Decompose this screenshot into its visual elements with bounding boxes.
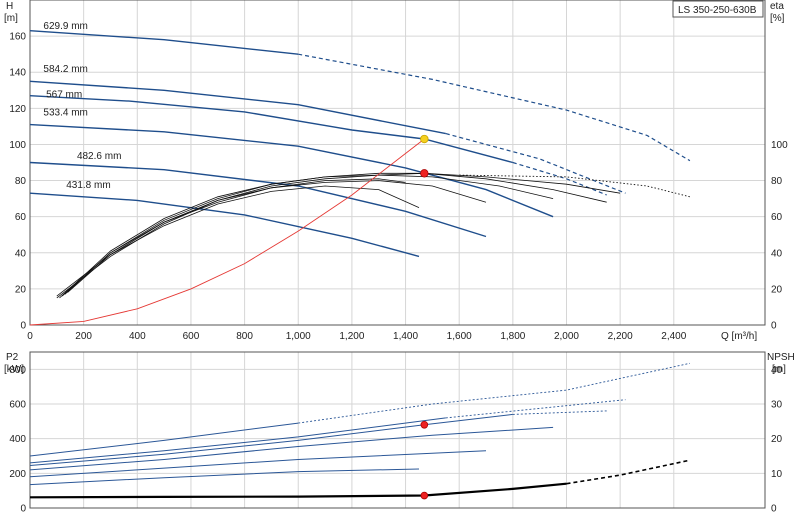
- npsh-tick-label: 20: [771, 434, 783, 445]
- x-axis-label: Q [m³/h]: [721, 331, 757, 342]
- power-axis-unit: [kW]: [4, 364, 24, 375]
- head-curve-extension: [298, 53, 691, 162]
- x-tick-label: 600: [183, 331, 200, 342]
- x-tick-label: 1,200: [339, 331, 364, 342]
- npsh-axis-label: NPSH: [767, 352, 795, 363]
- head-curve: [29, 192, 420, 258]
- power-curve: [29, 426, 554, 471]
- y2-tick-label: 40: [771, 248, 783, 259]
- y-tick-label: 40: [15, 248, 27, 259]
- power-curve: [29, 468, 420, 486]
- npsh-curve-extension: [566, 459, 691, 485]
- impeller-diameter-label: 482.6 mm: [77, 151, 121, 162]
- y2-tick-label: 80: [771, 176, 783, 187]
- impeller-diameter-label: 431.8 mm: [66, 180, 110, 191]
- x-tick-label: 200: [75, 331, 92, 342]
- y2-tick-label: 60: [771, 212, 783, 223]
- efficiency-curve: [56, 174, 554, 297]
- power-tick-label: 200: [9, 469, 26, 480]
- power-curve-extension: [445, 399, 626, 419]
- y-tick-label: 160: [9, 32, 26, 43]
- impeller-diameter-label: 533.4 mm: [43, 108, 87, 119]
- power-axis-label: P2: [6, 352, 19, 363]
- y-axis-unit: [m]: [4, 13, 18, 24]
- power-tick-label: 400: [9, 434, 26, 445]
- npsh-tick-label: 40: [771, 365, 783, 376]
- npsh-curve: [29, 482, 567, 499]
- y-axis-label: H: [6, 1, 13, 12]
- bottom-plot-frame: [29, 351, 766, 509]
- x-tick-label: 2,200: [608, 331, 633, 342]
- x-tick-label: 1,400: [393, 331, 418, 342]
- npsh-tick-label: 0: [771, 504, 777, 515]
- power-curve: [29, 413, 513, 466]
- y2-tick-label: 0: [771, 321, 777, 332]
- efficiency-curve: [56, 178, 406, 299]
- power-tick-label: 0: [20, 504, 26, 515]
- npsh-axis-unit: [m]: [772, 364, 786, 375]
- power-curve: [29, 417, 446, 464]
- x-tick-label: 800: [236, 331, 253, 342]
- y2-axis-label: eta: [770, 1, 784, 12]
- x-tick-label: 2,400: [661, 331, 686, 342]
- head-efficiency-panel: 0 200 400 600 800 1,000 1,200 1,400 1,600 1,800 2,…: [4, 0, 788, 342]
- power-curve: [29, 450, 487, 478]
- head-curve: [29, 123, 554, 218]
- y-tick-label: 0: [20, 321, 26, 332]
- y-tick-label: 80: [15, 176, 27, 187]
- head-curve: [29, 80, 446, 135]
- x-tick-label: 2,000: [554, 331, 579, 342]
- power-curve: [29, 422, 299, 457]
- x-tick-label: 0: [27, 331, 33, 342]
- npsh-tick-label: 10: [771, 469, 783, 480]
- y2-axis-unit: [%]: [770, 13, 785, 24]
- x-tick-label: 1,800: [500, 331, 525, 342]
- y-tick-label: 120: [9, 104, 26, 115]
- system-curve: [29, 138, 425, 326]
- efficiency-curve: [67, 185, 420, 293]
- model-label-frame: [672, 0, 764, 18]
- duty-point-marker: [420, 134, 429, 144]
- impeller-diameter-label: 584.2 mm: [43, 64, 87, 75]
- y2-tick-label: 100: [771, 140, 788, 151]
- top-plot-frame: [29, 0, 766, 326]
- y-tick-label: 100: [9, 140, 26, 151]
- head-curve: [29, 161, 487, 238]
- head-curve: [29, 95, 513, 164]
- efficiency-curve: [59, 172, 607, 299]
- power-npsh-panel: 0 200 400 600 800 0 10 20 30 40 P2[kW] NPSH[m]: [4, 351, 795, 515]
- head-curve-extension: [512, 161, 607, 196]
- model-label: LS 350-250-630B: [678, 5, 757, 16]
- efficiency-curve: [64, 180, 487, 295]
- npsh-tick-label: 30: [771, 400, 783, 411]
- duty-point-marker: [420, 420, 429, 429]
- impeller-diameter-label: 567 mm: [46, 90, 82, 101]
- impeller-diameter-label: 629.9 mm: [43, 21, 87, 32]
- head-curve: [29, 30, 299, 55]
- x-tick-label: 1,000: [286, 331, 311, 342]
- power-tick-label: 800: [9, 365, 26, 376]
- y-tick-label: 140: [9, 68, 26, 79]
- duty-point-marker: [420, 169, 429, 178]
- y-tick-label: 60: [15, 212, 27, 223]
- power-curve-extension: [298, 362, 690, 424]
- y-tick-label: 20: [15, 284, 27, 295]
- power-curve-extension: [512, 410, 607, 415]
- x-tick-label: 1,600: [447, 331, 472, 342]
- duty-point-marker: [420, 491, 429, 500]
- model-label-box: LS 350-250-630B: [672, 0, 764, 18]
- head-curve-extension: [445, 133, 626, 194]
- efficiency-curve: [459, 174, 691, 198]
- power-tick-label: 600: [9, 400, 26, 411]
- y2-tick-label: 20: [771, 284, 783, 295]
- x-tick-label: 400: [129, 331, 146, 342]
